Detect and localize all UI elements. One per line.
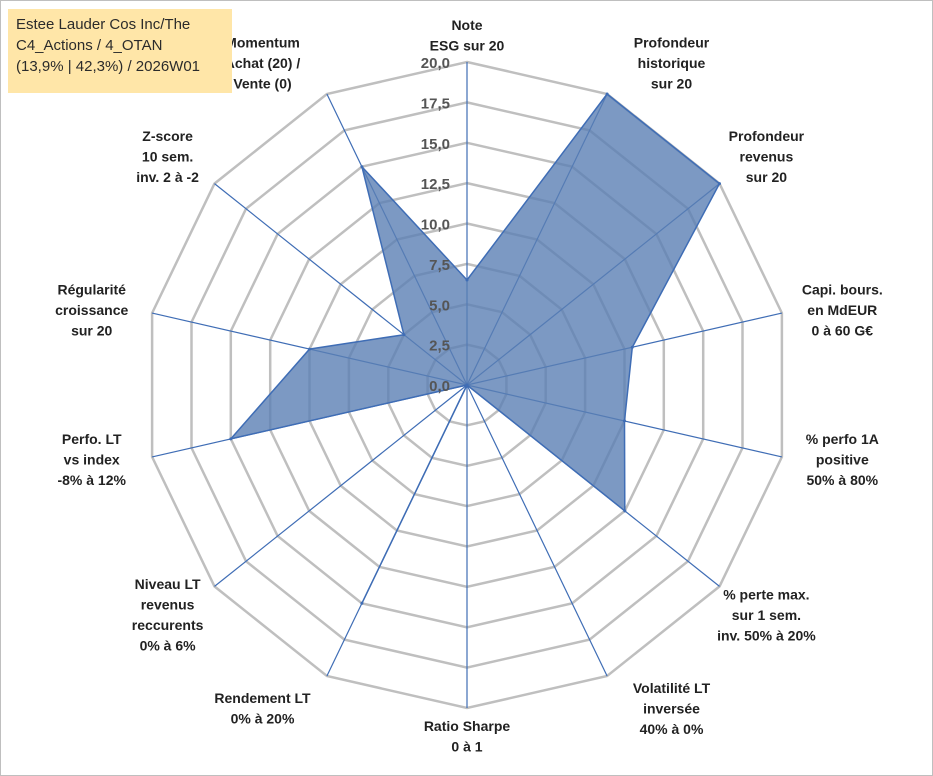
axis-label-line: Profondeur: [634, 35, 710, 51]
tick-label-4: 10,0: [421, 217, 450, 234]
axis-label-line: -8% à 12%: [57, 472, 126, 488]
axis-label-line: ESG sur 20: [430, 38, 505, 54]
axis-label-14: Momentum Achat (20) / Vente (0): [225, 35, 301, 92]
axis-label-line: sur 20: [746, 169, 787, 185]
data-point-4: [630, 345, 634, 349]
axis-label-line: Ratio Sharpe: [424, 718, 511, 734]
axis-label-12: Régularité croissance sur 20: [55, 281, 128, 338]
axis-label-2: Profondeur historique sur 20: [634, 35, 710, 92]
axis-label-line: % perte max.: [723, 586, 809, 602]
stock-info-box: Estee Lauder Cos Inc/The C4_Actions / 4_…: [8, 9, 232, 93]
axis-label-line: revenus: [740, 149, 794, 165]
axis-label-line: 0 à 1: [451, 739, 482, 755]
data-point-13: [402, 333, 406, 337]
data-point-10: [465, 383, 469, 387]
axis-label-6: % perte max. sur 1 sem. inv. 50% à 20%: [717, 586, 816, 643]
axis-label-line: 40% à 0%: [640, 721, 704, 737]
data-point-5: [623, 419, 626, 423]
stock-name: Estee Lauder Cos Inc/The: [16, 16, 191, 33]
stock-stats: (13,9% | 42,3%) / 2026W01: [16, 58, 200, 75]
axis-spoke-10: [214, 384, 468, 587]
axis-label-line: Niveau LT: [135, 576, 201, 592]
axis-label-line: reccurents: [132, 617, 204, 633]
axis-label-line: Achat (20) /: [225, 55, 301, 71]
axis-label-line: Z-score: [142, 128, 193, 144]
axis-label-line: Capi. bours.: [802, 281, 883, 297]
tick-label-1: 2,5: [429, 338, 450, 355]
axis-label-line: 10 sem.: [142, 149, 193, 165]
axis-label-line: vs index: [64, 452, 120, 468]
axis-label-line: positive: [816, 452, 869, 468]
data-point-12: [308, 347, 311, 351]
axis-label-line: croissance: [55, 302, 128, 318]
axis-label-line: inversée: [643, 700, 700, 716]
data-point-9: [360, 601, 364, 605]
stock-category: C4_Actions / 4_OTAN: [16, 37, 163, 54]
axis-label-line: inv. 2 à -2: [136, 169, 199, 185]
axis-label-line: historique: [638, 55, 706, 71]
axis-label-9: Rendement LT 0% à 20%: [214, 690, 311, 727]
tick-label-5: 12,5: [421, 176, 450, 193]
axis-label-line: Note: [451, 17, 482, 33]
data-point-1: [465, 278, 469, 282]
axis-label-11: Perfo. LT vs index -8% à 12%: [57, 431, 126, 488]
axis-label-line: Profondeur: [729, 128, 805, 144]
radar-tick-labels: 0,0 2,5 5,0 7,5 10,0 12,5 15,0 17,5 20,0: [421, 55, 450, 395]
axis-label-line: 50% à 80%: [806, 472, 878, 488]
axis-label-1: Note ESG sur 20: [430, 17, 505, 54]
data-point-14: [360, 165, 364, 169]
axis-label-line: en MdEUR: [807, 302, 877, 318]
tick-label-3: 7,5: [429, 257, 450, 274]
axis-label-line: sur 20: [651, 76, 692, 92]
axis-label-13: Z-score 10 sem. inv. 2 à -2: [136, 128, 199, 185]
tick-label-0: 0,0: [429, 378, 450, 395]
tick-label-6: 15,0: [421, 136, 450, 153]
axis-label-line: 0% à 6%: [140, 638, 197, 654]
axis-label-line: Régularité: [57, 281, 126, 297]
axis-spoke-7: [466, 384, 608, 677]
axis-label-line: sur 1 sem.: [732, 607, 801, 623]
axis-label-10: Niveau LT revenus reccurents 0% à 6%: [132, 576, 204, 654]
axis-label-7: Volatilité LT inversée 40% à 0%: [633, 680, 711, 737]
radar-series: [228, 92, 721, 605]
data-point-3: [718, 182, 721, 186]
radar-axis-labels: Note ESG sur 20 Profondeur historique sur 20…: [55, 17, 883, 755]
series-area-1: [228, 92, 721, 604]
tick-label-7: 17,5: [421, 95, 450, 112]
axis-label-line: Momentum: [225, 35, 300, 51]
axis-label-line: % perfo 1A: [806, 431, 879, 447]
axis-label-line: Perfo. LT: [62, 431, 122, 447]
axis-label-4: Capi. bours. en MdEUR 0 à 60 G€: [802, 281, 883, 338]
axis-label-line: sur 20: [71, 322, 112, 338]
axis-label-3: Profondeur revenus sur 20: [729, 128, 805, 185]
axis-label-line: 0% à 20%: [231, 711, 295, 727]
axis-label-line: 0 à 60 G€: [812, 322, 874, 338]
axis-label-8: Ratio Sharpe 0 à 1: [424, 718, 511, 755]
axis-label-line: inv. 50% à 20%: [717, 627, 816, 643]
tick-label-2: 5,0: [429, 297, 450, 314]
data-point-11: [229, 437, 233, 441]
axis-label-5: % perfo 1A positive 50% à 80%: [806, 431, 879, 488]
axis-label-line: Volatilité LT: [633, 680, 711, 696]
axis-label-line: Vente (0): [233, 76, 291, 92]
data-point-6: [623, 509, 627, 513]
data-point-2: [605, 92, 609, 96]
axis-label-line: revenus: [141, 597, 195, 613]
axis-label-line: Rendement LT: [214, 690, 311, 706]
tick-label-8: 20,0: [421, 55, 450, 72]
